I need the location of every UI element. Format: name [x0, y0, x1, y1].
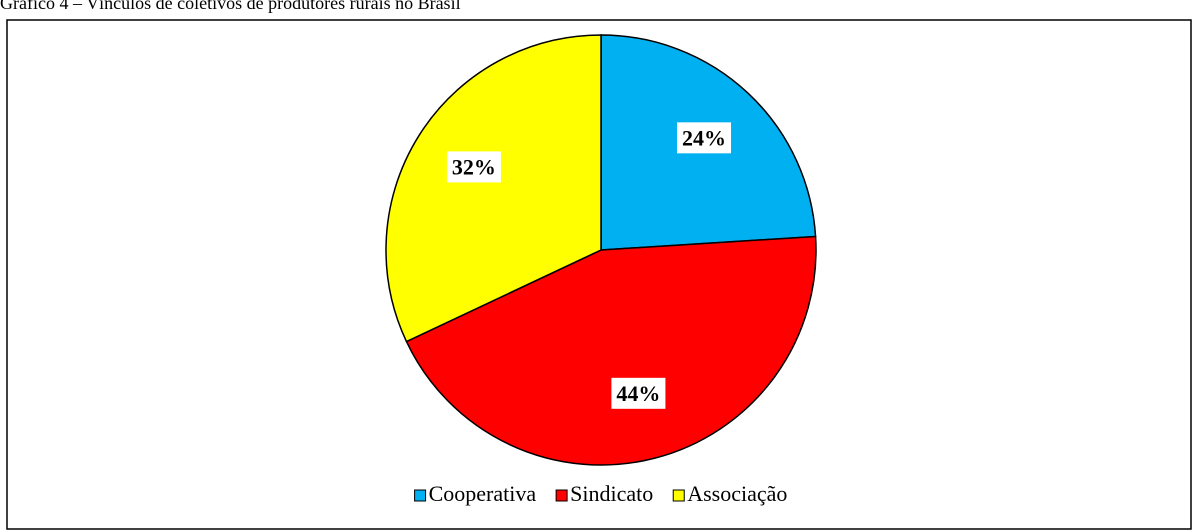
legend-swatch — [672, 489, 685, 502]
data-label: 32% — [452, 154, 496, 179]
legend-swatch — [555, 489, 568, 502]
data-label: 24% — [682, 125, 726, 150]
legend-label: Sindicato — [570, 481, 653, 506]
pie-slice — [385, 34, 602, 343]
data-label-box — [446, 151, 501, 183]
chart-frame — [6, 19, 1192, 530]
data-label: 44% — [616, 381, 660, 406]
legend-label: Cooperativa — [429, 481, 537, 506]
chart-title: Gráfico 4 – Vínculos de coletivos de pro… — [0, 0, 461, 13]
legend-label: Associação — [687, 481, 787, 506]
data-label-box — [677, 122, 732, 154]
data-label-box — [611, 377, 666, 409]
legend-swatch — [414, 489, 427, 502]
